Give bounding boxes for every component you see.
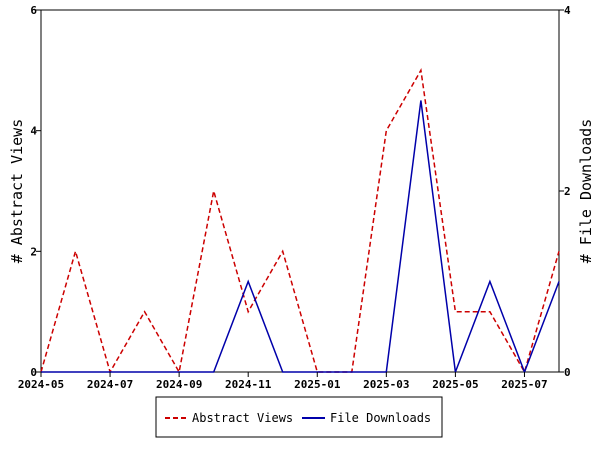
x-tick-label: 2025-01 — [294, 378, 341, 391]
x-tick-label: 2024-05 — [18, 378, 64, 391]
legend-label-file-downloads: File Downloads — [330, 411, 431, 425]
y-right-tick-label: 0 — [564, 366, 571, 379]
legend-label-abstract-views: Abstract Views — [192, 411, 293, 425]
x-tick-label: 2024-09 — [156, 378, 202, 391]
legend: Abstract Views File Downloads — [155, 396, 443, 438]
x-tick-label: 2025-03 — [363, 378, 409, 391]
series-line-abstract-views — [40, 68, 560, 375]
plot-frame — [40, 9, 560, 373]
series-line-file-downloads — [41, 100, 560, 375]
y-right-tick-label: 2 — [564, 185, 571, 198]
y-right-tick-label: 4 — [564, 4, 571, 17]
x-tick-label: 2024-11 — [225, 378, 272, 391]
y-axis-right-title: # File Downloads — [577, 119, 595, 264]
y-left-tick-label: 0 — [30, 366, 37, 379]
legend-box — [155, 396, 443, 438]
x-tick-label: 2024-07 — [87, 378, 133, 391]
x-tick-label: 2025-05 — [432, 378, 478, 391]
y-axis-left-title: # Abstract Views — [8, 119, 26, 264]
x-tick-label: 2025-07 — [501, 378, 547, 391]
y-left-tick-label: 2 — [30, 245, 37, 258]
y-left-tick-label: 6 — [30, 4, 37, 17]
y-left-tick-label: 4 — [30, 125, 37, 138]
